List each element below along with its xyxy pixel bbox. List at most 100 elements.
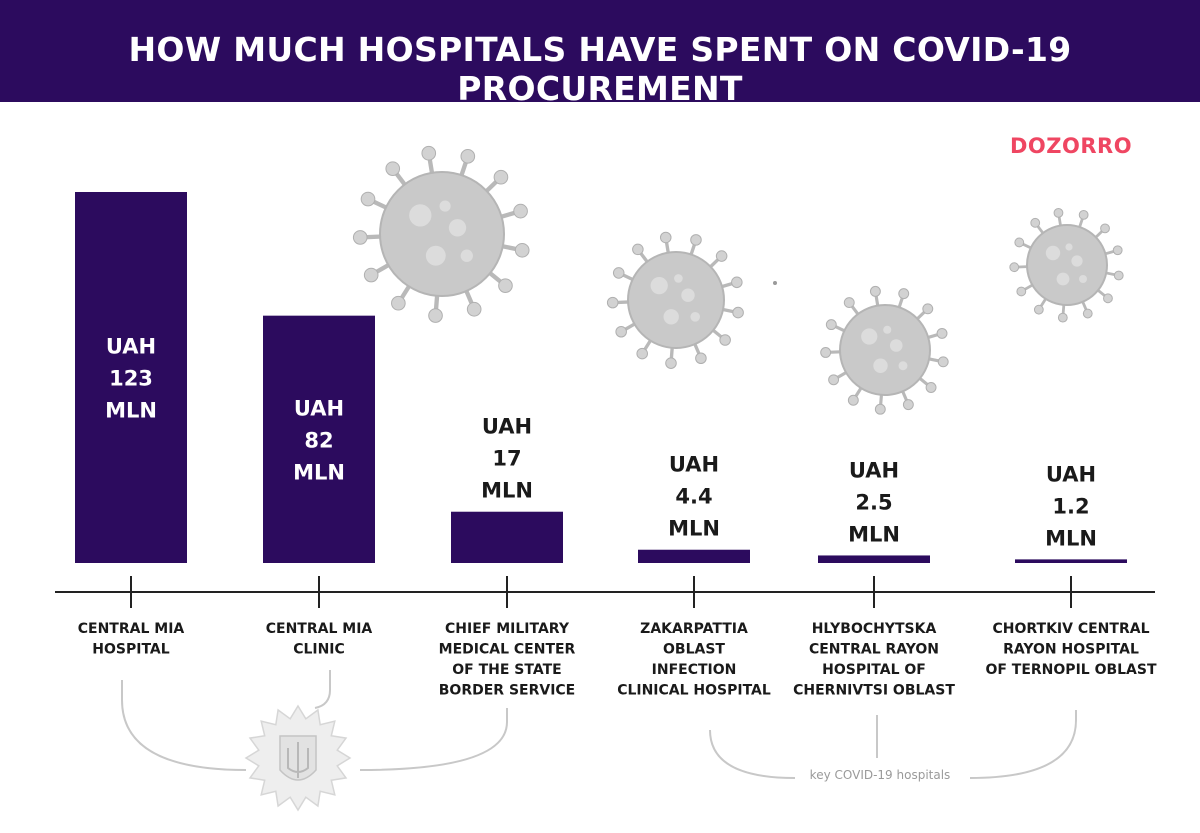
bar-value-line: MLN	[481, 479, 533, 503]
virus-spike-tip	[1113, 270, 1124, 281]
virus-spike-tip	[690, 234, 702, 246]
x-tick-label-line: CENTRAL MIA	[266, 621, 373, 637]
bar-value-line: 1.2	[1052, 494, 1089, 518]
virus-spike-tip	[732, 306, 744, 319]
virus-spot	[1079, 275, 1087, 283]
virus-spike-tip	[612, 267, 625, 279]
x-tick-label-line: CHORTKIV CENTRAL	[992, 621, 1149, 637]
virus-spike-tip	[902, 399, 914, 411]
x-tick-label: ZAKARPATTIA OBLAST INFECTION CLINICAL HOSPI…	[617, 621, 771, 699]
virus-spike-tip	[514, 242, 530, 258]
bar	[451, 511, 563, 563]
virus-body	[1026, 224, 1108, 306]
x-axis-ticks	[130, 576, 1072, 608]
bar-value-line: UAH	[106, 335, 156, 359]
virus-spike-tip	[1057, 312, 1068, 323]
virus-icon	[1009, 207, 1124, 323]
virus-spike-tip	[1014, 237, 1025, 248]
x-tick-label-line: ZAKARPATTIA	[640, 621, 748, 637]
virus-spot	[1045, 245, 1061, 261]
virus-spot	[873, 358, 888, 373]
bracket-mid	[314, 670, 331, 709]
dozorro-logo: DOZORRO	[1010, 134, 1133, 158]
virus-spike-tip	[513, 203, 528, 219]
virus-spike-tip	[1009, 262, 1020, 273]
x-tick-label: CHORTKIV CENTRAL RAYON HOSPITAL OF TERNOPI…	[985, 621, 1157, 678]
bar-value-label: UAH 1.2 MLN	[1045, 462, 1097, 550]
virus-spot	[460, 249, 473, 262]
bar	[75, 192, 187, 563]
virus-spike-tip	[925, 382, 937, 393]
virus-spike-tip	[695, 352, 707, 365]
virus-spike-tip	[937, 356, 949, 368]
x-tick-label-line: OF TERNOPIL OBLAST	[985, 662, 1157, 678]
virus-spike-tip	[1082, 308, 1093, 319]
virus-spike-tip	[1103, 293, 1113, 304]
bar-value-label: UAH 82 MLN	[293, 396, 345, 484]
virus-spike-tip	[421, 145, 437, 161]
key-hospitals-annotation: key COVID-19 hospitals	[810, 768, 951, 782]
page-title: HOW MUCH HOSPITALS HAVE SPENT ON COVID-1…	[128, 30, 1072, 108]
virus-spot	[1071, 255, 1083, 267]
x-tick-label-line: OBLAST	[663, 642, 725, 658]
bar-value-label: UAH 123 MLN	[105, 335, 157, 423]
virus-spike-tip	[360, 191, 376, 207]
virus-spike-tip	[636, 347, 648, 360]
virus-spot	[883, 325, 892, 334]
bar-value-line: MLN	[1045, 526, 1097, 550]
virus-spike-tip	[391, 295, 406, 311]
virus-spike-tip	[1016, 286, 1027, 297]
x-tick-label-line: CLINICAL HOSPITAL	[617, 683, 771, 699]
x-tick-label: HLYBOCHYTSKA CENTRAL RAYON HOSPITAL OF CHER…	[793, 621, 955, 699]
bar-value-line: UAH	[294, 396, 344, 420]
dot-decoration	[773, 281, 777, 285]
x-tick-label-line: RAYON HOSPITAL	[1003, 642, 1139, 658]
virus-spike-tip	[847, 394, 859, 406]
virus-spike-tip	[498, 278, 513, 293]
virus-spot	[1065, 243, 1073, 251]
virus-spike-tip	[936, 327, 948, 339]
bar-value-label: UAH 4.4 MLN	[668, 453, 720, 541]
x-tick-label-line: OF THE STATE	[452, 662, 561, 678]
virus-spot	[663, 309, 679, 325]
bar-value-line: MLN	[105, 399, 157, 423]
x-tick-label-line: INFECTION	[652, 662, 737, 678]
virus-spike-tip	[825, 319, 837, 331]
bar	[1015, 559, 1127, 563]
virus-spike-tip	[632, 243, 644, 256]
bar-value-line: UAH	[1046, 462, 1096, 486]
bar-value-line: UAH	[482, 415, 532, 439]
virus-spike-tip	[1100, 223, 1110, 234]
virus-spot	[439, 200, 451, 212]
virus-spike-tip	[363, 267, 379, 283]
virus-spike-tip	[665, 357, 677, 369]
virus-spike-tip	[659, 231, 672, 244]
virus-spike-tip	[828, 374, 840, 386]
bar-value-line: 123	[109, 367, 153, 391]
bar-value-line: MLN	[293, 460, 345, 484]
bar-value-label: UAH 2.5 MLN	[848, 458, 900, 546]
virus-spike-tip	[898, 288, 910, 300]
virus-spike-tip	[460, 149, 476, 164]
virus-body	[627, 251, 725, 349]
x-tick-label-line: CENTRAL MIA	[78, 621, 185, 637]
virus-spot	[448, 219, 467, 237]
bar-value-label: UAH 17 MLN	[481, 415, 533, 503]
bracket-key-left	[709, 729, 796, 779]
virus-spike-tip	[922, 303, 934, 315]
virus-spot	[889, 339, 903, 352]
virus-icon	[606, 231, 744, 369]
virus-spot	[681, 288, 695, 302]
bar-value-line: UAH	[849, 458, 899, 482]
x-tick-label-line: MEDICAL CENTER	[439, 642, 576, 658]
virus-spot	[861, 328, 878, 345]
virus-spot	[898, 361, 908, 371]
virus-spike-tip	[1112, 245, 1123, 256]
virus-spike-tip	[1053, 207, 1064, 218]
bar-value-line: UAH	[669, 453, 719, 477]
virus-spike-tip	[869, 285, 881, 297]
coat-of-arms-emblem	[244, 704, 352, 812]
virus-body	[839, 304, 931, 396]
virus-spot	[1056, 272, 1070, 286]
